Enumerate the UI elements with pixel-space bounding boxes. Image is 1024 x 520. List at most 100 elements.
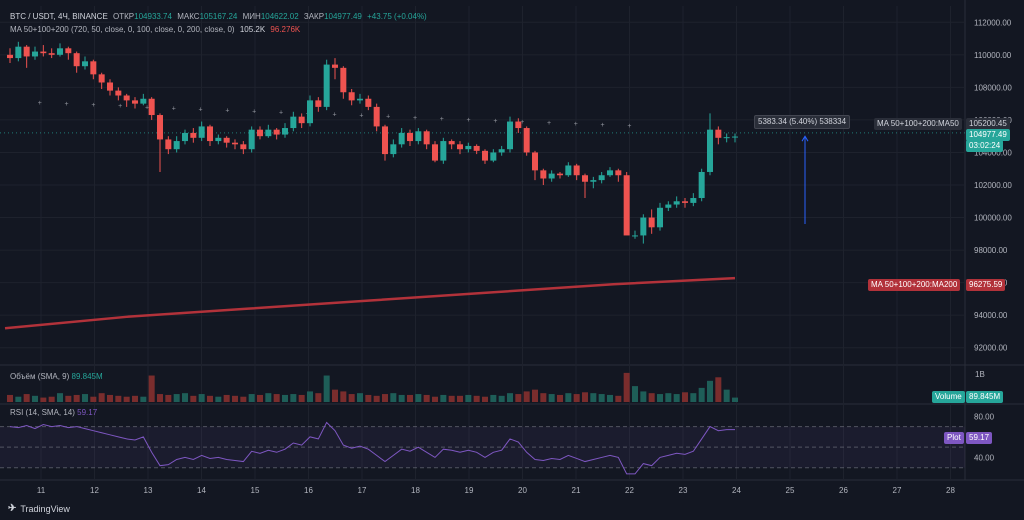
candle-body[interactable] <box>690 198 697 203</box>
candle-body[interactable] <box>732 136 738 138</box>
candle-body[interactable] <box>423 131 430 145</box>
candle-body[interactable] <box>23 46 30 57</box>
candle-body[interactable] <box>265 129 272 137</box>
candle-body[interactable] <box>698 171 705 199</box>
candle-body[interactable] <box>640 217 647 236</box>
candle-body[interactable] <box>123 95 130 101</box>
candle-body[interactable] <box>198 126 205 138</box>
candle-body[interactable] <box>248 129 255 150</box>
candle-body[interactable] <box>457 144 463 150</box>
candle-body[interactable] <box>107 82 113 91</box>
candle-body[interactable] <box>632 235 638 237</box>
candle-body[interactable] <box>365 98 372 107</box>
symbol-title[interactable]: BTC / USDT, 4Ч, BINANCE <box>10 12 108 21</box>
candle-body[interactable] <box>273 129 280 135</box>
candle-body[interactable] <box>532 152 538 171</box>
candle-body[interactable] <box>332 64 338 68</box>
candle-body[interactable] <box>573 165 580 176</box>
candle-body[interactable] <box>48 53 55 55</box>
ma-indicator-label[interactable]: MA 50+100+200 (720, 50, close, 0, 100, c… <box>10 25 235 34</box>
candle-body[interactable] <box>57 48 63 55</box>
candle-body[interactable] <box>348 92 355 101</box>
candle-body[interactable] <box>282 128 288 135</box>
volume-bar <box>132 395 138 402</box>
tradingview-logo[interactable]: ✈ TradingView <box>8 503 70 514</box>
volume-label[interactable]: Объём (SMA, 9) <box>10 372 70 381</box>
candle-body[interactable] <box>257 129 263 137</box>
candle-body[interactable] <box>398 132 405 145</box>
candle-body[interactable] <box>140 98 147 104</box>
candle-body[interactable] <box>98 74 105 83</box>
candle-body[interactable] <box>598 175 605 181</box>
candle-body[interactable] <box>323 64 330 107</box>
candle-body[interactable] <box>490 152 497 161</box>
candle-body[interactable] <box>523 128 530 153</box>
candle-body[interactable] <box>607 170 613 176</box>
candle-body[interactable] <box>648 217 655 228</box>
candle-body[interactable] <box>582 175 588 182</box>
candle-body[interactable] <box>182 132 188 142</box>
candle-body[interactable] <box>498 149 505 153</box>
candle-body[interactable] <box>682 201 688 203</box>
candle-body[interactable] <box>515 121 522 129</box>
candle-body[interactable] <box>82 61 88 67</box>
volume-bar <box>107 394 113 402</box>
candle-body[interactable] <box>190 132 197 138</box>
candle-body[interactable] <box>7 54 13 59</box>
candle-body[interactable] <box>615 170 622 176</box>
candle-body[interactable] <box>115 90 122 96</box>
candle-body[interactable] <box>465 145 472 150</box>
candle-body[interactable] <box>165 139 172 150</box>
candle-body[interactable] <box>373 106 380 127</box>
candle-body[interactable] <box>723 137 730 139</box>
candle-body[interactable] <box>315 100 322 107</box>
candle-body[interactable] <box>290 116 297 129</box>
candle-body[interactable] <box>665 204 672 208</box>
candle-body[interactable] <box>90 61 97 75</box>
candle-body[interactable] <box>65 48 72 54</box>
candle-body[interactable] <box>73 53 80 67</box>
candle-body[interactable] <box>232 142 238 145</box>
candle-body[interactable] <box>215 137 222 142</box>
candle-body[interactable] <box>540 170 547 179</box>
candle-body[interactable] <box>448 141 455 145</box>
volume-legend[interactable]: Объём (SMA, 9) 89.845M <box>10 372 103 381</box>
candle-body[interactable] <box>673 201 680 205</box>
candle-body[interactable] <box>240 144 247 150</box>
candle-body[interactable] <box>507 121 513 150</box>
candle-body[interactable] <box>15 46 22 59</box>
candle-body[interactable] <box>157 115 163 140</box>
candle-body[interactable] <box>223 137 230 143</box>
candle-body[interactable] <box>707 129 713 172</box>
candle-body[interactable] <box>482 150 488 161</box>
candle-body[interactable] <box>432 144 438 161</box>
candle-body[interactable] <box>565 165 572 176</box>
candle-body[interactable] <box>207 126 213 142</box>
candle-body[interactable] <box>407 132 413 142</box>
candle-body[interactable] <box>390 144 397 155</box>
ma-legend[interactable]: MA 50+100+200 (720, 50, close, 0, 100, c… <box>10 24 303 35</box>
candle-body[interactable] <box>548 173 555 179</box>
candle-body[interactable] <box>173 141 180 150</box>
candle-body[interactable] <box>473 145 480 151</box>
candle-body[interactable] <box>715 129 722 138</box>
candle-body[interactable] <box>623 175 630 236</box>
candle-body[interactable] <box>40 51 47 54</box>
candle-body[interactable] <box>590 180 597 182</box>
candle-body[interactable] <box>148 98 155 116</box>
candle-body[interactable] <box>307 100 313 124</box>
candle-body[interactable] <box>557 173 563 176</box>
candle-body[interactable] <box>340 67 347 93</box>
candle-body[interactable] <box>440 141 447 161</box>
candle-body[interactable] <box>415 131 422 142</box>
candle-body[interactable] <box>382 126 388 155</box>
rsi-legend[interactable]: RSI (14, SMA, 14) 59.17 <box>10 408 97 417</box>
rsi-label[interactable]: RSI (14, SMA, 14) <box>10 408 75 417</box>
candle-body[interactable] <box>32 51 38 57</box>
candle-body[interactable] <box>657 207 663 228</box>
candle-body[interactable] <box>357 98 363 101</box>
candle-body[interactable] <box>298 116 305 124</box>
candle-body[interactable] <box>132 100 138 104</box>
